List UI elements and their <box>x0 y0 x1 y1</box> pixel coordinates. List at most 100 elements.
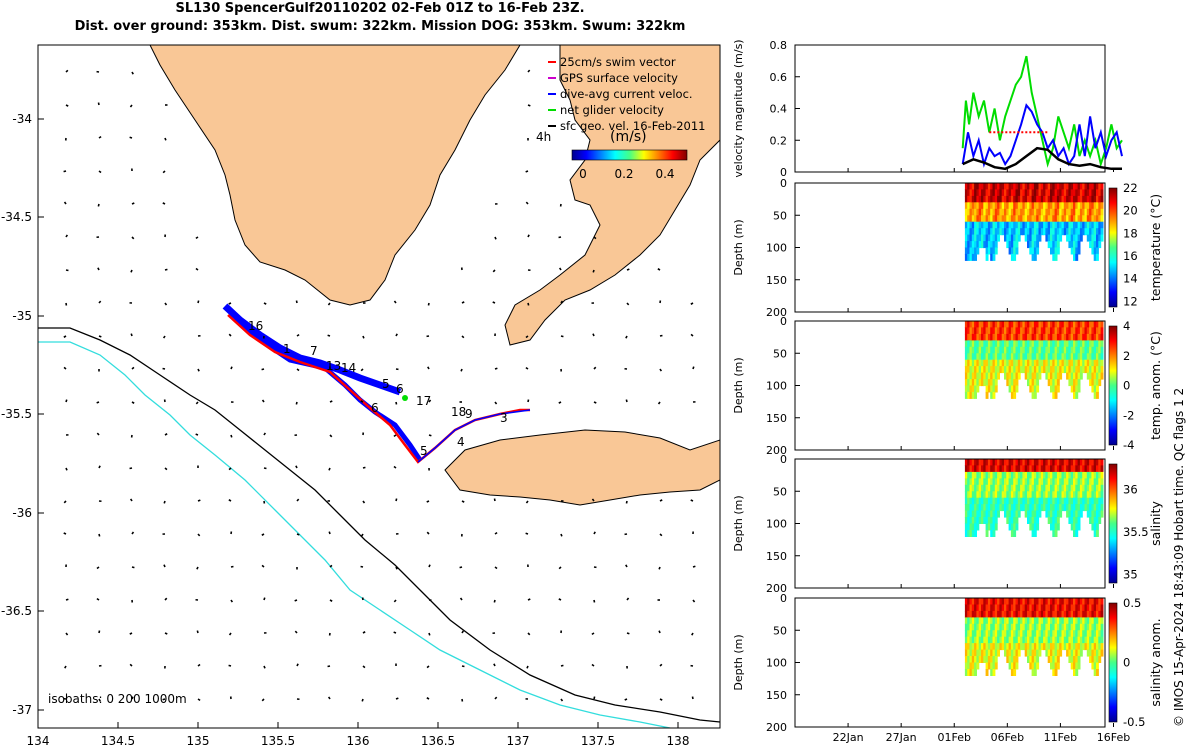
profile-cell <box>1013 321 1017 328</box>
profile-cell <box>964 484 968 492</box>
profile-cell <box>1052 228 1056 236</box>
profile-cell <box>967 327 971 335</box>
profile-cell <box>976 617 980 625</box>
profile-cell <box>994 484 998 492</box>
profile-cell <box>1050 656 1053 663</box>
profile-cell <box>1010 183 1014 190</box>
profile-cell <box>971 623 975 631</box>
profile-cell <box>967 649 971 657</box>
profile-cell <box>1073 379 1076 387</box>
time-tick-label: 22Jan <box>833 731 864 744</box>
profile-cell <box>1008 636 1012 644</box>
profile-cell <box>1063 208 1067 216</box>
profile-cell <box>1015 346 1019 354</box>
profile-cell <box>1077 385 1081 393</box>
profile-cell <box>974 228 977 236</box>
profile-cell <box>1001 366 1005 374</box>
profile-cell <box>1015 353 1019 361</box>
profile-cell <box>999 484 1003 492</box>
profile-cell <box>1036 643 1040 651</box>
profile-cell <box>997 228 1000 236</box>
profile-cell <box>967 617 971 625</box>
profile-cell <box>1082 340 1086 348</box>
profile-cell <box>1063 617 1067 625</box>
velocity-arrow <box>626 268 630 271</box>
profile-cell <box>1004 327 1007 335</box>
profile-cell <box>1008 221 1012 229</box>
profile-cell <box>1052 195 1056 203</box>
profile-cell <box>1100 617 1104 625</box>
profile-cell <box>1066 478 1069 486</box>
profile-cell <box>997 372 1000 380</box>
profile-cell <box>1068 630 1072 638</box>
profile-cell <box>1059 636 1063 644</box>
profile-cell <box>1086 228 1090 236</box>
profile-cell <box>983 321 987 328</box>
profile-cell <box>976 510 980 518</box>
profile-cell <box>967 202 971 210</box>
profile-cell <box>964 189 968 197</box>
profile-cell <box>1075 471 1079 479</box>
profile-cell <box>1036 465 1040 473</box>
velocity-arrow <box>98 630 101 634</box>
profile-cell <box>969 598 973 605</box>
profile-cell <box>1031 221 1035 229</box>
profile-cell <box>1059 353 1063 361</box>
profile-cell <box>1017 491 1021 499</box>
profile-cell <box>1073 662 1076 670</box>
profile-cell <box>1020 340 1023 348</box>
map-axes: 134 134.5 135 135.5 136 136.5 137 137.5 138-34-3… <box>1 112 690 748</box>
profile-cell <box>1050 183 1053 190</box>
profile-cell <box>1031 228 1035 236</box>
profile-cell <box>1070 333 1074 341</box>
profile-cell <box>983 517 987 524</box>
profile-cell <box>1031 247 1035 255</box>
velocity-ytick-label: 0.2 <box>770 134 788 147</box>
profile-cell <box>1022 228 1026 236</box>
profile-cell <box>1043 630 1046 638</box>
profile-cell <box>1054 228 1058 236</box>
profile-cell <box>978 189 982 197</box>
profile-cell <box>1068 478 1072 486</box>
profile-cell <box>1098 340 1102 348</box>
profile-cell <box>1013 610 1017 618</box>
profile-cell <box>983 366 987 374</box>
profile-cell <box>1061 189 1065 197</box>
profile-cell <box>1052 598 1056 605</box>
velocity-arrow <box>296 663 299 667</box>
profile-cell <box>1082 333 1086 341</box>
profile-cell <box>1022 465 1026 473</box>
profile-cell <box>971 247 975 255</box>
profile-cell <box>1047 510 1051 518</box>
profile-cell <box>1020 346 1023 354</box>
profile-cell <box>1052 643 1056 651</box>
profile-cell <box>1015 234 1019 242</box>
velocity-arrow <box>692 565 696 568</box>
profile-cell <box>1079 630 1083 638</box>
profile-cell <box>992 623 996 631</box>
profile-cell <box>1082 491 1086 499</box>
profile-cell <box>985 497 989 505</box>
profile-cell <box>1059 372 1063 380</box>
profile-cell <box>969 189 973 197</box>
profile-cell <box>983 471 987 479</box>
velocity-arrow <box>626 597 630 601</box>
profile-cell <box>1093 636 1097 644</box>
profile-cell <box>990 385 994 393</box>
profile-cell <box>1068 636 1072 644</box>
profile-cell <box>974 321 977 328</box>
profile-cell <box>1054 504 1058 512</box>
profile-cell <box>1079 459 1083 466</box>
profile-cell <box>1075 385 1079 393</box>
profile-cell <box>1027 321 1030 328</box>
profile-cell <box>1075 484 1079 492</box>
profile-cell <box>1017 189 1021 197</box>
depth-tick-label: 150 <box>766 689 787 702</box>
profile-cell <box>994 359 998 367</box>
profile-cell <box>1008 656 1012 663</box>
profile-cell <box>1029 630 1033 638</box>
profile-cell <box>1040 183 1044 190</box>
profile-cell <box>1022 208 1026 216</box>
velocity-arrow <box>164 302 168 306</box>
